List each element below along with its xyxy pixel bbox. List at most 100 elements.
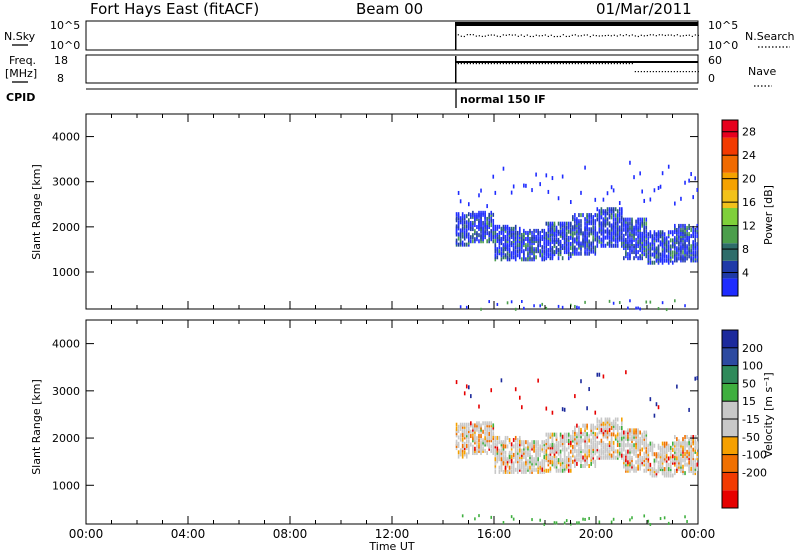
data-cell <box>563 432 566 437</box>
colorbar-swatch <box>722 436 738 455</box>
data-cell <box>655 452 658 457</box>
data-cell <box>657 236 660 241</box>
data-cell <box>578 213 580 218</box>
y-tick-label: 2000 <box>52 221 80 234</box>
data-cell <box>572 227 574 232</box>
data-cell <box>625 239 627 244</box>
colorbar-swatch <box>722 155 738 173</box>
data-cell <box>474 425 476 430</box>
data-cell <box>541 245 544 250</box>
data-cell <box>684 238 686 243</box>
data-cell <box>516 450 519 455</box>
nave-dot <box>493 63 495 65</box>
data-cell <box>669 460 672 465</box>
data-cell <box>551 237 554 242</box>
data-cell <box>486 225 488 230</box>
data-cell <box>523 463 525 468</box>
data-cell <box>496 455 499 460</box>
data-cell <box>565 447 568 452</box>
data-cell <box>498 457 501 462</box>
data-cell <box>561 441 564 446</box>
data-cell <box>529 457 531 462</box>
data-cell <box>590 430 592 435</box>
data-cell <box>467 433 470 438</box>
data-cell <box>635 466 637 471</box>
data-cell <box>610 455 613 460</box>
data-cell <box>533 467 535 472</box>
data-cell <box>596 237 599 242</box>
data-cell <box>680 456 682 461</box>
data-cell <box>539 446 541 451</box>
data-cell <box>588 227 590 232</box>
data-cell <box>518 463 521 468</box>
data-cell <box>614 436 617 441</box>
data-cell <box>684 258 686 263</box>
data-cell <box>506 251 509 256</box>
data-cell <box>504 228 507 233</box>
data-cell <box>684 458 686 463</box>
data-cell <box>594 442 597 447</box>
data-cell <box>502 457 505 462</box>
data-cell <box>620 235 623 240</box>
data-cell <box>508 455 511 460</box>
data-cell <box>521 450 523 455</box>
data-cell <box>488 434 490 439</box>
data-cell <box>647 258 650 263</box>
data-cell <box>474 239 476 244</box>
data-cell <box>561 174 564 179</box>
data-cell <box>557 256 560 261</box>
data-cell <box>620 215 623 220</box>
data-cell <box>474 517 476 521</box>
data-cell <box>647 250 650 255</box>
data-cell <box>667 246 670 251</box>
data-cell <box>653 248 656 253</box>
data-cell <box>531 245 533 250</box>
nsearch-dot <box>511 34 513 36</box>
data-cell <box>537 243 539 248</box>
data-cell <box>690 172 692 177</box>
data-cell <box>480 434 482 439</box>
data-cell <box>631 460 633 465</box>
x-tick-label: 08:00 <box>273 527 308 541</box>
data-cell <box>610 432 613 437</box>
data-cell <box>659 232 662 237</box>
data-cell <box>514 234 517 239</box>
data-cell <box>680 250 682 255</box>
data-cell <box>488 442 490 447</box>
data-cell <box>553 449 556 454</box>
data-cell <box>457 454 460 459</box>
data-cell <box>488 220 490 225</box>
data-cell <box>649 441 652 446</box>
data-cell <box>696 376 699 381</box>
data-cell <box>696 456 699 461</box>
data-cell <box>602 374 605 379</box>
data-cell <box>653 236 656 241</box>
data-cell <box>649 254 652 259</box>
data-cell <box>645 225 648 230</box>
data-cell <box>645 244 648 248</box>
data-cell <box>629 246 631 251</box>
data-cell <box>539 469 541 474</box>
data-cell <box>606 436 609 441</box>
data-cell <box>508 469 511 474</box>
data-cell <box>535 455 537 460</box>
nave-dot <box>472 63 474 65</box>
data-cell <box>539 182 541 187</box>
data-cell <box>545 468 548 473</box>
data-cell <box>623 233 625 238</box>
data-cell <box>625 462 627 467</box>
data-cell <box>470 394 472 399</box>
data-cell <box>633 256 635 261</box>
data-cell <box>610 243 613 248</box>
data-cell <box>480 223 482 228</box>
data-cell <box>639 430 641 435</box>
nave-dot <box>475 63 477 65</box>
data-cell <box>531 257 533 262</box>
data-cell <box>610 227 613 232</box>
data-cell <box>516 455 519 460</box>
data-cell <box>645 453 648 458</box>
data-cell <box>594 233 597 238</box>
data-cell <box>684 240 686 245</box>
data-cell <box>653 469 656 474</box>
data-cell <box>623 246 625 251</box>
